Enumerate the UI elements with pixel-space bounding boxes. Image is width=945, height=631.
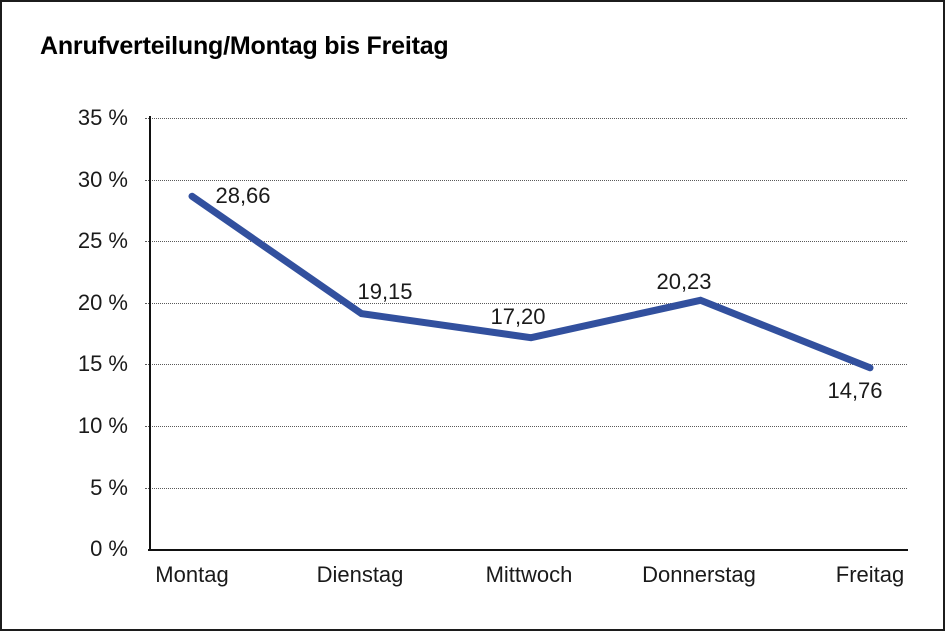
gridline-15 [145, 364, 907, 365]
y-tick-label: 20 % [77, 290, 128, 315]
value-label-dienstag: 19,15 [357, 279, 413, 304]
gridline-35 [145, 118, 907, 119]
y-tick-label: 0 % [90, 536, 128, 561]
gridline-10 [145, 426, 907, 427]
value-label-freitag: 14,76 [827, 378, 883, 403]
y-axis-line [149, 116, 151, 551]
gridline-5 [145, 488, 907, 489]
x-category-label-montag: Montag [155, 562, 229, 587]
y-tick-label: 30 % [77, 167, 128, 192]
value-label-mittwoch: 17,20 [490, 304, 546, 329]
gridline-25 [145, 241, 907, 242]
x-category-label-mittwoch: Mittwoch [485, 562, 573, 587]
value-label-donnerstag: 20,23 [656, 269, 712, 294]
y-tick-label: 15 % [77, 351, 128, 376]
x-category-label-donnerstag: Donnerstag [642, 562, 756, 587]
y-tick-label: 5 % [90, 475, 128, 500]
data-series-line [188, 192, 874, 372]
y-tick-label: 10 % [77, 413, 128, 438]
value-label-montag: 28,66 [215, 183, 271, 208]
x-category-label-freitag: Freitag [835, 562, 905, 587]
y-tick-label: 35 % [77, 105, 128, 130]
x-category-label-dienstag: Dienstag [316, 562, 404, 587]
chart-title: Anrufverteilung/Montag bis Freitag [40, 32, 449, 60]
y-tick-label: 25 % [77, 228, 128, 253]
gridline-30 [145, 180, 907, 181]
x-axis-line [148, 549, 908, 551]
